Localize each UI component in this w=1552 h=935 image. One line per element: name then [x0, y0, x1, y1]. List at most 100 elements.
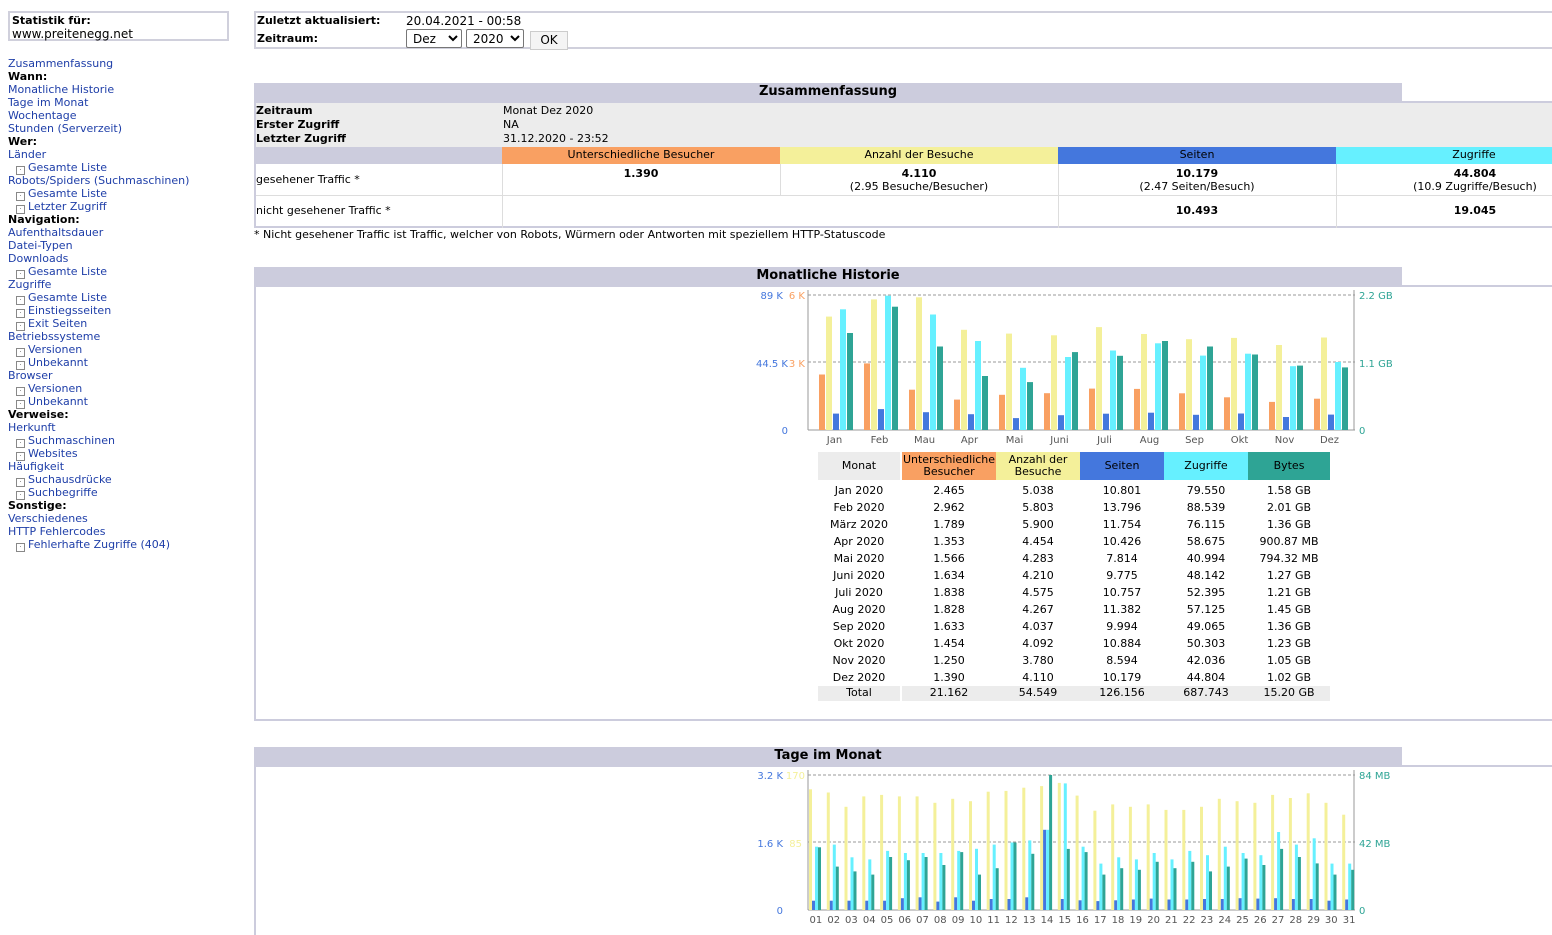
menu-link[interactable]: Zusammenfassung [8, 57, 114, 70]
seen-pages-ratio: (2.47 Seiten/Besuch) [1139, 180, 1255, 193]
menu-link[interactable]: Gesamte Liste [28, 265, 108, 278]
site-name: www.preitenegg.net [12, 27, 133, 41]
bar-anzahl-der-besuche [844, 806, 848, 910]
bar-bytes [1315, 863, 1319, 910]
bar-zugriffe [840, 309, 846, 430]
table-cell: Dez 2020 [832, 671, 886, 684]
menu-link[interactable]: Gesamte Liste [28, 291, 108, 304]
bar-bytes [906, 860, 910, 910]
table-cell: 4.210 [1022, 569, 1054, 582]
menu-link[interactable]: Zugriffe [8, 278, 52, 291]
period-label: Zeitraum: [257, 32, 319, 45]
table-cell: 4.454 [1022, 535, 1054, 548]
menu-link[interactable]: Aufenthaltsdauer [8, 226, 104, 239]
bar-unterschiedliche-besucher [999, 394, 1005, 430]
menu-link[interactable]: Datei-Typen [8, 239, 73, 252]
tree-node-icon: · [16, 361, 25, 370]
table-cell: 1.05 GB [1266, 654, 1312, 667]
menu-link[interactable]: Unbekannt [28, 356, 88, 369]
bar-zugriffe [1241, 853, 1245, 910]
menu-row: Downloads [8, 252, 238, 265]
axis-left-top: 3.2 K [757, 771, 783, 782]
menu-link[interactable]: HTTP Fehlercodes [8, 525, 106, 538]
table-cell: 8.594 [1106, 654, 1138, 667]
menu-link[interactable]: Herkunft [8, 421, 56, 434]
year-select[interactable]: 2020 [466, 29, 524, 48]
menu-link[interactable]: Einstiegsseiten [28, 304, 112, 317]
table-cell: 1.633 [933, 620, 965, 633]
x-tick-label: Dez [1320, 435, 1339, 446]
bar-zugriffe [1134, 859, 1138, 910]
bar-zugriffe [1312, 838, 1316, 910]
menu-link[interactable]: Monatliche Historie [8, 83, 115, 96]
menu-link[interactable]: Letzter Zugriff [28, 200, 107, 213]
menu-link[interactable]: Häufigkeit [8, 460, 65, 473]
menu-row: · Gesamte Liste [8, 187, 238, 201]
menu-link[interactable]: Gesamte Liste [28, 161, 108, 174]
tree-node-icon: · [16, 348, 25, 357]
menu-link[interactable]: Versionen [28, 382, 83, 395]
monthly-box [254, 285, 1552, 721]
menu-row: Betriebssysteme [8, 330, 238, 343]
x-tick-label: 31 [1343, 915, 1356, 926]
menu-link[interactable]: Länder [8, 148, 47, 161]
bar-bytes [1297, 365, 1303, 430]
menu-row: Wochentage [8, 109, 238, 122]
ok-button[interactable]: OK [530, 31, 568, 50]
bar-anzahl-der-besuche [1051, 335, 1057, 430]
tree-node-icon: · [16, 205, 25, 214]
bar-seiten [1013, 418, 1019, 430]
site-info-box: Statistik für: www.preitenegg.net [8, 11, 229, 41]
menu-link[interactable]: Suchmaschinen [28, 434, 115, 447]
table-cell: 76.115 [1186, 518, 1226, 531]
bar-anzahl-der-besuche [1217, 798, 1221, 910]
menu-heading: Wann: [8, 70, 48, 83]
bar-anzahl-der-besuche [1200, 806, 1203, 910]
x-tick-label: Nov [1275, 435, 1295, 446]
table-cell: 42.036 [1186, 654, 1226, 667]
table-cell: 1.454 [933, 637, 965, 650]
menu-link[interactable]: Robots/Spiders (Suchmaschinen) [8, 174, 190, 187]
menu-link[interactable]: Gesamte Liste [28, 187, 108, 200]
axis-zero: 0 [777, 906, 783, 917]
bar-unterschiedliche-besucher [1089, 388, 1095, 430]
menu-link[interactable]: Verschiedenes [8, 512, 88, 525]
bar-bytes [1027, 382, 1033, 430]
bar-seiten [1096, 901, 1100, 910]
menu-row: Zusammenfassung [8, 57, 238, 70]
menu-link[interactable]: Betriebssysteme [8, 330, 101, 343]
menu-link[interactable]: Unbekannt [28, 395, 88, 408]
menu-link[interactable]: Websites [28, 447, 78, 460]
seen-pages: 10.179 [1175, 167, 1219, 180]
menu-link[interactable]: Versionen [28, 343, 83, 356]
menu-link[interactable]: Tage im Monat [8, 96, 89, 109]
table-cell: Juli 2020 [835, 586, 883, 599]
menu-link[interactable]: Suchbegriffe [28, 486, 98, 499]
menu-link[interactable]: Exit Seiten [28, 317, 88, 330]
bar-anzahl-der-besuche [1182, 809, 1186, 910]
x-tick-label: Okt [1231, 435, 1249, 446]
table-cell: 1.634 [933, 569, 965, 582]
bar-zugriffe [957, 850, 961, 910]
table-cell: 10.179 [1102, 671, 1142, 684]
menu-link[interactable]: Wochentage [8, 109, 77, 122]
bar-zugriffe [1020, 367, 1026, 430]
menu-link[interactable]: Suchausdrücke [28, 473, 112, 486]
bar-bytes [1252, 354, 1258, 430]
bar-bytes [1262, 865, 1266, 910]
menu-link[interactable]: Browser [8, 369, 53, 382]
bar-seiten [883, 900, 887, 910]
menu-row: Browser [8, 369, 238, 382]
table-cell: 2.465 [933, 484, 965, 497]
table-cell: 49.065 [1186, 620, 1226, 633]
month-select[interactable]: Dez [406, 29, 462, 48]
axis-zero: 0 [782, 426, 788, 437]
table-header-cell: Monat [818, 452, 900, 480]
menu-link[interactable]: Downloads [8, 252, 69, 265]
bar-anzahl-der-besuche [862, 796, 866, 910]
bar-anzahl-der-besuche [1276, 345, 1282, 430]
total-cell: 21.162 [902, 686, 996, 701]
menu-link[interactable]: Stunden (Serverzeit) [8, 122, 123, 135]
menu-link[interactable]: Fehlerhafte Zugriffe (404) [28, 538, 171, 551]
menu-row: Länder [8, 148, 238, 161]
